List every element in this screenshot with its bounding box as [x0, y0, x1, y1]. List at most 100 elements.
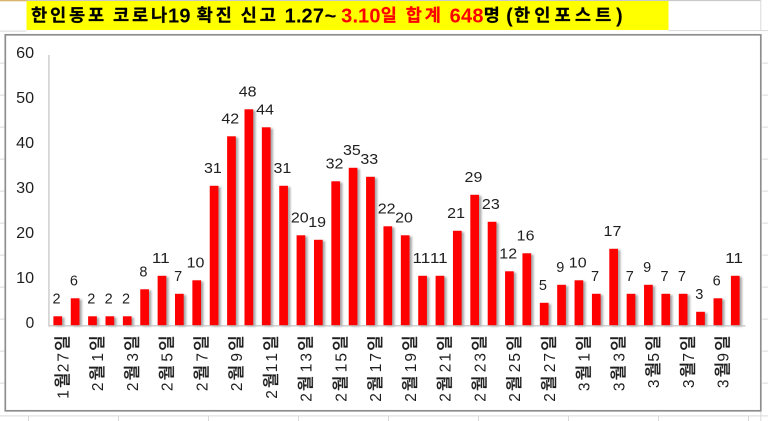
svg-text:3: 3 [611, 353, 628, 362]
svg-text:7: 7 [542, 353, 559, 362]
svg-text:0: 0 [26, 315, 35, 332]
svg-text:5: 5 [333, 353, 350, 362]
svg-text:3: 3 [716, 379, 733, 388]
svg-text:3: 3 [341, 5, 352, 27]
svg-text:29: 29 [465, 170, 483, 186]
svg-text:7: 7 [194, 353, 211, 362]
svg-text:35: 35 [343, 143, 361, 159]
svg-text:9: 9 [556, 260, 564, 276]
svg-text:1: 1 [90, 353, 107, 362]
svg-text:7: 7 [174, 269, 182, 285]
svg-text:9: 9 [716, 353, 733, 362]
svg-text:2: 2 [229, 382, 246, 391]
svg-text:3: 3 [695, 287, 703, 303]
svg-text:32: 32 [326, 157, 344, 173]
svg-text:2: 2 [507, 393, 524, 402]
svg-text:1: 1 [368, 364, 385, 373]
svg-text:11: 11 [725, 251, 743, 267]
svg-text:12: 12 [499, 247, 517, 263]
svg-text:6: 6 [450, 5, 461, 27]
svg-text:20: 20 [16, 225, 34, 242]
svg-text:7: 7 [591, 269, 599, 285]
svg-text:11: 11 [412, 251, 430, 267]
svg-text:2: 2 [125, 382, 142, 391]
svg-text:1: 1 [55, 390, 72, 399]
svg-text:20: 20 [395, 211, 413, 227]
svg-text:21: 21 [447, 206, 465, 222]
svg-text:3: 3 [681, 379, 698, 388]
svg-text:3: 3 [646, 379, 663, 388]
svg-text:5: 5 [646, 353, 663, 362]
svg-text:44: 44 [256, 103, 274, 119]
svg-text:50: 50 [16, 90, 34, 107]
svg-text:7: 7 [313, 5, 324, 27]
svg-text:20: 20 [291, 211, 309, 227]
svg-text:7: 7 [626, 269, 634, 285]
svg-text:10: 10 [16, 270, 34, 287]
svg-text:): ) [616, 5, 623, 27]
svg-text:10: 10 [569, 256, 587, 272]
svg-text:23: 23 [482, 197, 500, 213]
svg-text:3: 3 [611, 382, 628, 391]
svg-text:9: 9 [229, 353, 246, 362]
svg-text:2: 2 [542, 393, 559, 402]
svg-text:1: 1 [168, 5, 179, 27]
svg-text:7: 7 [678, 269, 686, 285]
svg-text:17: 17 [604, 224, 622, 240]
svg-text:(: ( [506, 5, 513, 27]
svg-text:2: 2 [53, 292, 61, 308]
svg-text:11: 11 [430, 251, 448, 267]
svg-text:5: 5 [160, 353, 177, 362]
svg-text:5: 5 [507, 353, 524, 362]
svg-text:1: 1 [438, 353, 455, 362]
svg-text:2: 2 [55, 364, 72, 373]
svg-text:2: 2 [160, 382, 177, 391]
svg-text:2: 2 [87, 292, 95, 308]
svg-text:16: 16 [517, 229, 535, 245]
svg-text:4: 4 [461, 5, 473, 27]
svg-text:6: 6 [70, 274, 78, 290]
svg-text:0: 0 [369, 5, 380, 27]
svg-text:1: 1 [403, 364, 420, 373]
svg-text:1: 1 [358, 5, 369, 27]
svg-text:2: 2 [302, 5, 313, 27]
svg-text:30: 30 [16, 180, 34, 197]
svg-text:1: 1 [333, 364, 350, 373]
svg-text:7: 7 [661, 269, 669, 285]
svg-text:.: . [352, 5, 358, 27]
svg-text:2: 2 [472, 364, 489, 373]
svg-text:2: 2 [264, 390, 281, 399]
svg-text:9: 9 [643, 260, 651, 276]
svg-text:9: 9 [403, 353, 420, 362]
svg-text:7: 7 [681, 353, 698, 362]
svg-text:2: 2 [403, 393, 420, 402]
svg-text:~: ~ [325, 5, 337, 27]
svg-text:11: 11 [152, 251, 170, 267]
svg-text:8: 8 [139, 265, 147, 281]
svg-text:3: 3 [125, 353, 142, 362]
svg-text:1: 1 [299, 364, 316, 373]
svg-text:48: 48 [239, 85, 257, 101]
svg-text:2: 2 [368, 393, 385, 402]
svg-text:10: 10 [187, 256, 205, 272]
svg-text:7: 7 [55, 353, 72, 362]
svg-text:2: 2 [122, 292, 130, 308]
svg-text:3: 3 [472, 353, 489, 362]
svg-text:9: 9 [179, 5, 190, 27]
svg-text:31: 31 [204, 161, 222, 177]
svg-text:2: 2 [105, 292, 113, 308]
svg-text:2: 2 [438, 364, 455, 373]
svg-text:2: 2 [438, 393, 455, 402]
svg-text:33: 33 [360, 152, 378, 168]
svg-text:31: 31 [273, 161, 291, 177]
svg-text:19: 19 [308, 215, 326, 231]
svg-text:2: 2 [299, 393, 316, 402]
svg-text:6: 6 [713, 274, 721, 290]
svg-text:22: 22 [378, 202, 396, 218]
svg-text:5: 5 [539, 278, 547, 294]
svg-text:2: 2 [472, 393, 489, 402]
svg-text:1: 1 [264, 364, 281, 373]
svg-text:1: 1 [285, 5, 296, 27]
svg-text:2: 2 [194, 382, 211, 391]
svg-text:60: 60 [16, 45, 34, 62]
